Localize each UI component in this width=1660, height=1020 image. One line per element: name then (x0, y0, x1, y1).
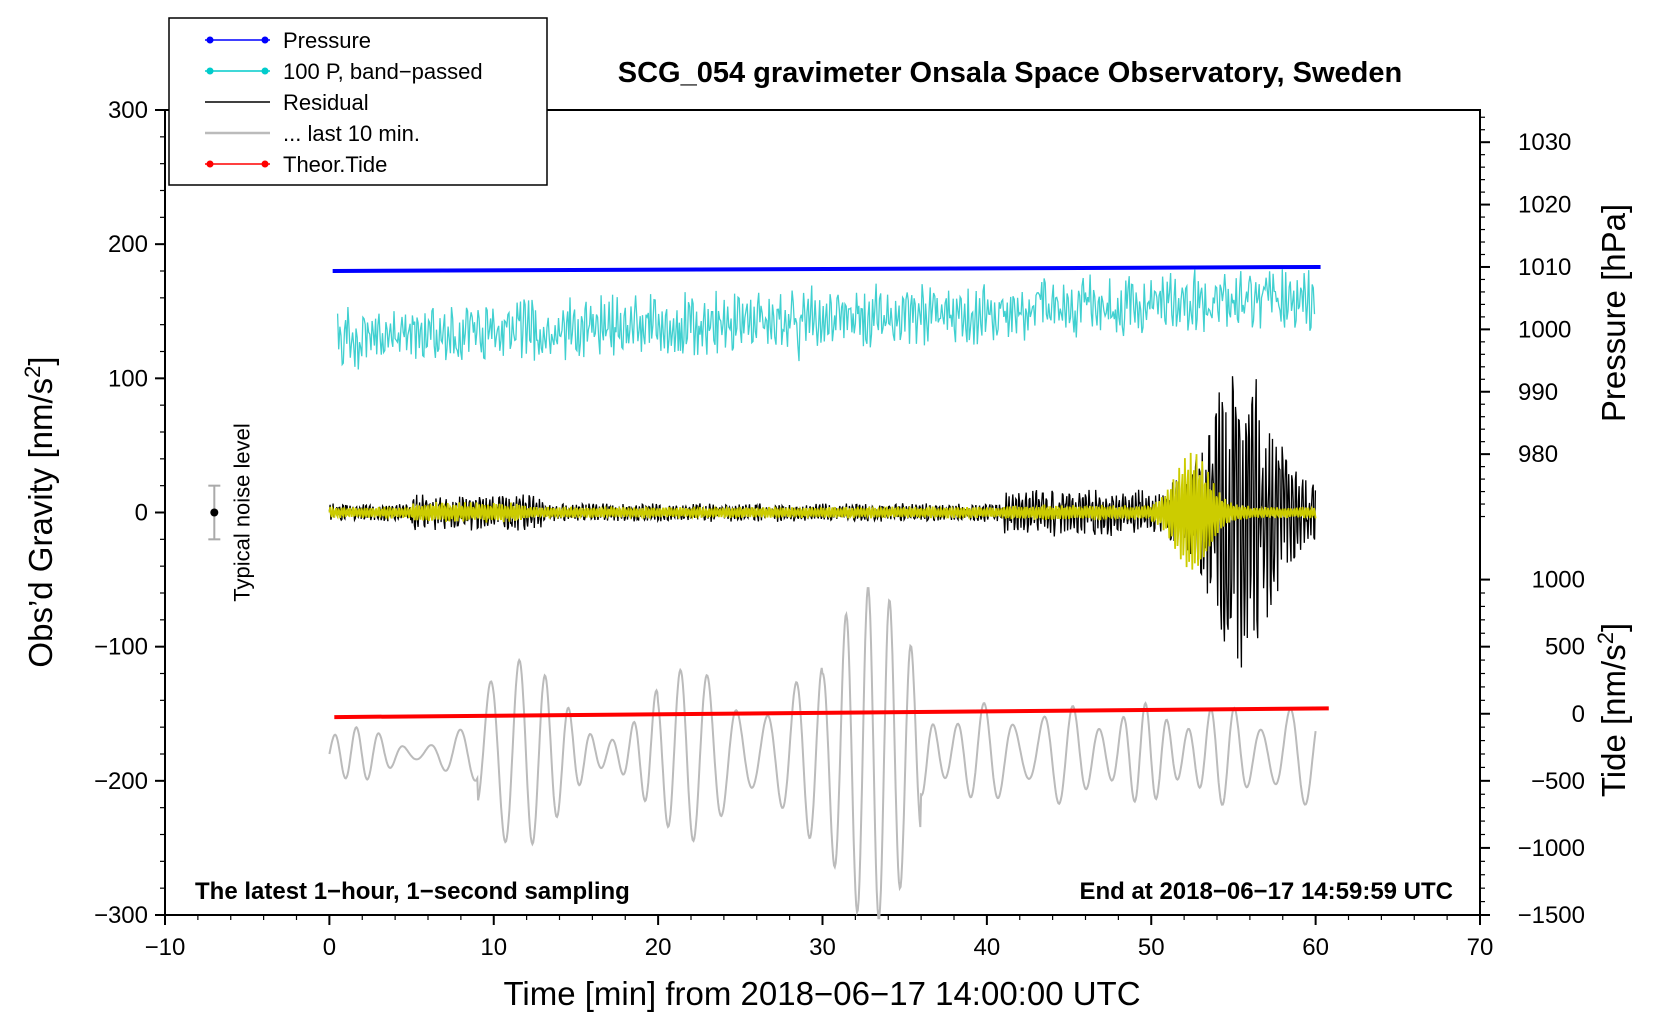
noise-level-label: Typical noise level (229, 423, 254, 602)
legend: Pressure 100 P, band−passed Residual ... la… (168, 17, 548, 186)
series-layer (328, 264, 1329, 920)
x-tick-label: −10 (145, 934, 186, 961)
note-left: The latest 1−hour, 1−second sampling (195, 878, 630, 905)
legend-marker (261, 36, 269, 44)
pressure-tick-label: 990 (1518, 379, 1558, 406)
series-band-passed (336, 269, 1316, 370)
legend-marker (261, 160, 269, 168)
x-tick-label: 10 (480, 934, 507, 961)
x-tick-label: 60 (1302, 934, 1329, 961)
y-tick-label: 0 (135, 500, 148, 527)
y-axis-right-pressure: 1030 1020 1010 1000 990 980 (1480, 116, 1571, 518)
legend-marker (261, 67, 269, 75)
pressure-tick-label: 1030 (1518, 129, 1571, 156)
tide-tick-label: 0 (1572, 701, 1585, 728)
noise-level-indicator: Typical noise level (208, 423, 254, 602)
y-tick-label: −100 (94, 634, 148, 661)
series-theor-tide (334, 706, 1329, 720)
y-axis-left-title: Obs’d Gravity [nm/s2] (20, 356, 59, 667)
y-tick-label: −300 (94, 902, 148, 929)
x-axis: −10 0 10 20 30 40 50 60 70 (145, 915, 1494, 961)
y-axis-right-tide: 1000 500 0 −500 −1000 −1500 (1480, 567, 1585, 929)
y-axis-right-pressure-title: Pressure [hPa] (1595, 204, 1632, 422)
pressure-tick-label: 1010 (1518, 254, 1571, 281)
y-tick-label: 100 (108, 365, 148, 392)
tide-tick-label: −500 (1531, 768, 1585, 795)
legend-label: Theor.Tide (283, 152, 387, 177)
legend-label: Residual (283, 90, 369, 115)
y-axis-right-tide-title: Tide [nm/s2] (1593, 623, 1632, 797)
x-axis-title: Time [min] from 2018−06−17 14:00:00 UTC (503, 975, 1140, 1012)
x-tick-label: 50 (1138, 934, 1165, 961)
series-pressure (332, 264, 1321, 273)
series-last-10-min (328, 587, 1317, 920)
legend-label: ... last 10 min. (283, 121, 420, 146)
legend-marker (206, 160, 214, 168)
series-residual-smoothed (328, 452, 1317, 570)
y-tick-label: 300 (108, 97, 148, 124)
pressure-tick-label: 980 (1518, 441, 1558, 468)
legend-marker (206, 67, 214, 75)
note-right: End at 2018−06−17 14:59:59 UTC (1079, 878, 1453, 905)
pressure-tick-label: 1020 (1518, 192, 1571, 219)
y-tick-label: 200 (108, 231, 148, 258)
legend-label: Pressure (283, 28, 371, 53)
chart-title: SCG_054 gravimeter Onsala Space Observat… (618, 57, 1402, 89)
legend-label: 100 P, band−passed (283, 59, 483, 84)
x-tick-label: 70 (1467, 934, 1494, 961)
x-tick-label: 0 (323, 934, 336, 961)
x-tick-label: 20 (645, 934, 672, 961)
y-axis-left: 300 200 100 0 −100 −200 −300 (94, 97, 165, 929)
x-tick-label: 30 (809, 934, 836, 961)
tide-tick-label: 500 (1545, 634, 1585, 661)
tide-tick-label: −1500 (1518, 902, 1585, 929)
pressure-tick-label: 1000 (1518, 316, 1571, 343)
noise-level-dot (210, 508, 219, 517)
legend-marker (206, 36, 214, 44)
tide-tick-label: 1000 (1532, 567, 1585, 594)
x-tick-label: 40 (974, 934, 1001, 961)
y-tick-label: −200 (94, 768, 148, 795)
tide-tick-label: −1000 (1518, 835, 1585, 862)
